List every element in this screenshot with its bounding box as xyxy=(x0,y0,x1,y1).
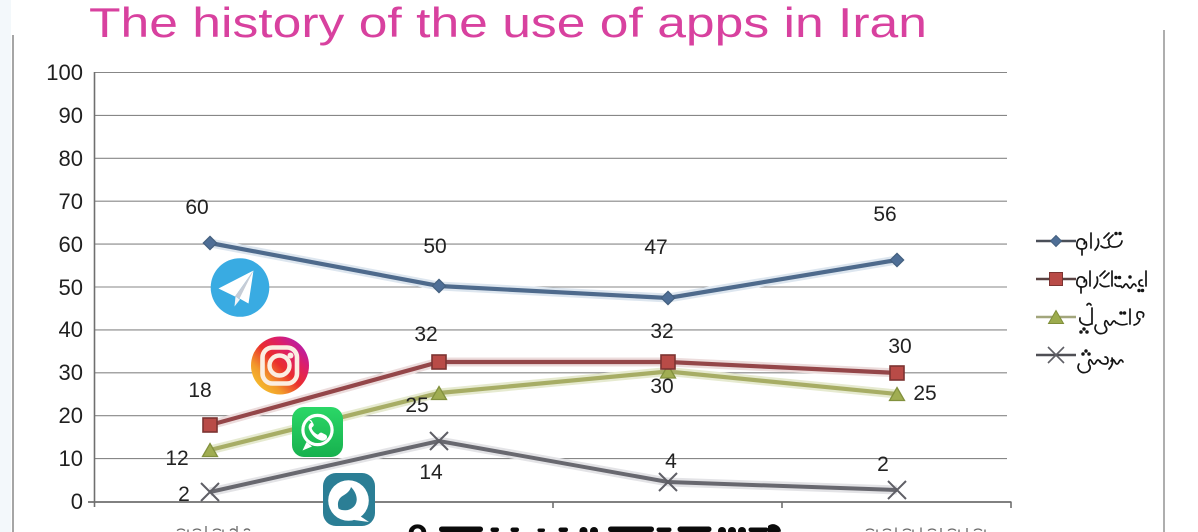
svg-text:90: 90 xyxy=(59,103,83,128)
svg-text:18: 18 xyxy=(188,379,211,402)
svg-text:20: 20 xyxy=(59,403,83,428)
svg-text:60: 60 xyxy=(59,232,83,257)
svg-text:32: 32 xyxy=(414,323,437,346)
svg-text:30: 30 xyxy=(888,335,911,358)
svg-text:60: 60 xyxy=(185,196,208,219)
svg-text:2: 2 xyxy=(178,483,190,506)
svg-text:100: 100 xyxy=(46,60,83,85)
svg-text:25: 25 xyxy=(405,394,428,417)
svg-text:47: 47 xyxy=(644,236,667,259)
svg-text:10: 10 xyxy=(59,446,83,471)
svg-text:50: 50 xyxy=(59,275,83,300)
svg-text:The history of the use of apps: The history of the use of apps in Iran xyxy=(89,0,927,46)
svg-text:32: 32 xyxy=(650,320,673,343)
svg-text:2: 2 xyxy=(877,453,889,476)
svg-text:25: 25 xyxy=(913,382,936,405)
svg-text:50: 50 xyxy=(423,235,446,258)
svg-text:4: 4 xyxy=(665,450,677,473)
svg-text:56: 56 xyxy=(873,203,896,226)
svg-text:80: 80 xyxy=(59,146,83,171)
svg-text:14: 14 xyxy=(419,461,443,484)
svg-text:12: 12 xyxy=(165,447,188,470)
svg-text:70: 70 xyxy=(59,189,83,214)
svg-text:40: 40 xyxy=(59,317,83,342)
svg-text:30: 30 xyxy=(59,360,83,385)
svg-text:0: 0 xyxy=(71,489,83,514)
svg-text:30: 30 xyxy=(650,375,673,398)
